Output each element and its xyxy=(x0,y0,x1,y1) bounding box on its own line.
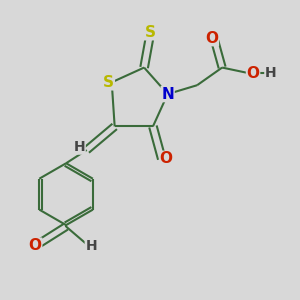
Text: S: S xyxy=(145,25,155,40)
Text: O: O xyxy=(29,238,42,253)
Text: O: O xyxy=(205,31,218,46)
Text: O: O xyxy=(247,66,260,81)
Text: S: S xyxy=(103,75,114,90)
Text: N: N xyxy=(161,87,174,102)
Text: H: H xyxy=(265,66,277,80)
Text: H: H xyxy=(85,239,97,253)
Text: H: H xyxy=(74,140,85,154)
Text: O: O xyxy=(160,151,173,166)
